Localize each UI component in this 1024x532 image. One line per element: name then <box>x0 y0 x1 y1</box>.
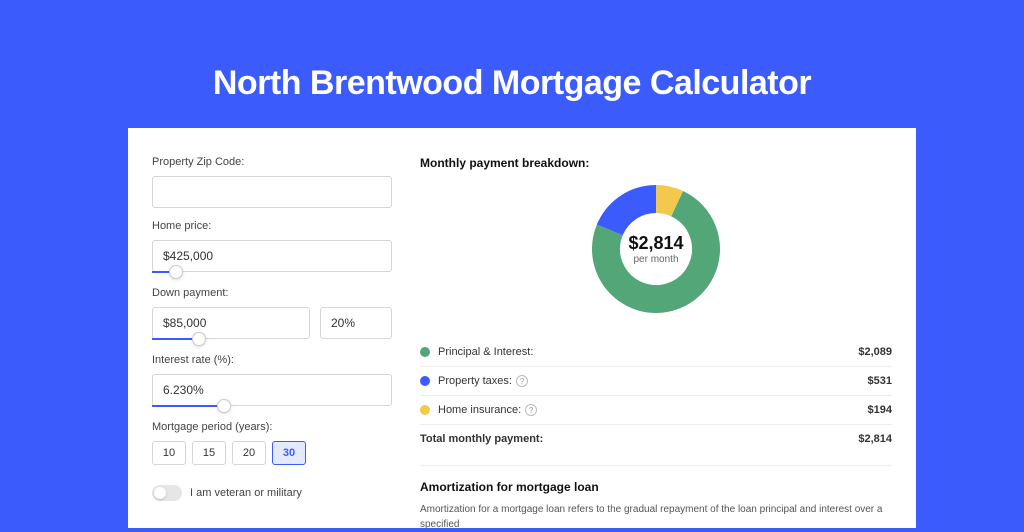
legend-row-ins: Home insurance: ? $194 <box>420 396 892 425</box>
info-icon[interactable]: ? <box>516 375 528 387</box>
period-btn-10[interactable]: 10 <box>152 441 186 465</box>
zip-input[interactable] <box>152 176 392 208</box>
interest-field: Interest rate (%): 6.230% <box>152 354 396 407</box>
calculator-card: Property Zip Code: Home price: $425,000 … <box>128 128 916 528</box>
legend-row-total: Total monthly payment: $2,814 <box>420 425 892 453</box>
donut-chart: $2,814 per month <box>420 184 892 314</box>
total-label: Total monthly payment: <box>420 433 858 445</box>
info-icon[interactable]: ? <box>525 404 537 416</box>
legend-row-tax: Property taxes: ? $531 <box>420 367 892 396</box>
legend-row-pi: Principal & Interest: $2,089 <box>420 338 892 367</box>
amortization-section: Amortization for mortgage loan Amortizat… <box>420 465 892 532</box>
slider-handle[interactable] <box>192 332 206 346</box>
amortization-text: Amortization for a mortgage loan refers … <box>420 502 892 532</box>
down-payment-pct-input[interactable]: 20% <box>320 307 392 339</box>
veteran-toggle[interactable] <box>152 485 182 501</box>
period-btn-30[interactable]: 30 <box>272 441 306 465</box>
donut-sub: per month <box>628 254 683 265</box>
legend-text: Property taxes: <box>438 375 512 387</box>
form-panel: Property Zip Code: Home price: $425,000 … <box>128 128 396 528</box>
period-options: 10 15 20 30 <box>152 441 396 465</box>
home-price-input[interactable]: $425,000 <box>152 240 392 272</box>
breakdown-panel: Monthly payment breakdown: $2,814 per mo… <box>396 128 916 528</box>
donut-center: $2,814 per month <box>628 233 683 265</box>
legend-text: Principal & Interest: <box>438 346 533 358</box>
period-label: Mortgage period (years): <box>152 421 396 433</box>
breakdown-title: Monthly payment breakdown: <box>420 156 892 170</box>
legend-amount: $2,089 <box>858 346 892 358</box>
legend-dot <box>420 347 430 357</box>
legend-dot <box>420 376 430 386</box>
legend-label: Home insurance: ? <box>438 404 868 416</box>
period-btn-15[interactable]: 15 <box>192 441 226 465</box>
home-price-field: Home price: $425,000 <box>152 220 396 273</box>
zip-label: Property Zip Code: <box>152 156 396 168</box>
interest-input[interactable]: 6.230% <box>152 374 392 406</box>
slider-handle[interactable] <box>217 399 231 413</box>
down-payment-slider[interactable] <box>152 338 310 340</box>
interest-label: Interest rate (%): <box>152 354 396 366</box>
home-price-label: Home price: <box>152 220 396 232</box>
legend-label: Principal & Interest: <box>438 346 858 358</box>
veteran-row: I am veteran or military <box>152 485 396 501</box>
legend-amount: $531 <box>868 375 892 387</box>
legend-label: Property taxes: ? <box>438 375 868 387</box>
legend-text: Home insurance: <box>438 404 521 416</box>
legend-amount: $194 <box>868 404 892 416</box>
down-payment-field: Down payment: $85,000 20% <box>152 287 396 340</box>
page-title: North Brentwood Mortgage Calculator <box>0 0 1024 113</box>
zip-field: Property Zip Code: <box>152 156 396 208</box>
down-payment-label: Down payment: <box>152 287 396 299</box>
legend-dot <box>420 405 430 415</box>
amortization-title: Amortization for mortgage loan <box>420 480 892 494</box>
period-btn-20[interactable]: 20 <box>232 441 266 465</box>
page-root: North Brentwood Mortgage Calculator Prop… <box>0 0 1024 512</box>
interest-slider[interactable] <box>152 405 392 407</box>
donut-amount: $2,814 <box>628 233 683 254</box>
down-payment-input[interactable]: $85,000 <box>152 307 310 339</box>
home-price-slider[interactable] <box>152 271 392 273</box>
period-field: Mortgage period (years): 10 15 20 30 <box>152 421 396 465</box>
slider-handle[interactable] <box>169 265 183 279</box>
total-amount: $2,814 <box>858 433 892 445</box>
veteran-label: I am veteran or military <box>190 487 302 499</box>
